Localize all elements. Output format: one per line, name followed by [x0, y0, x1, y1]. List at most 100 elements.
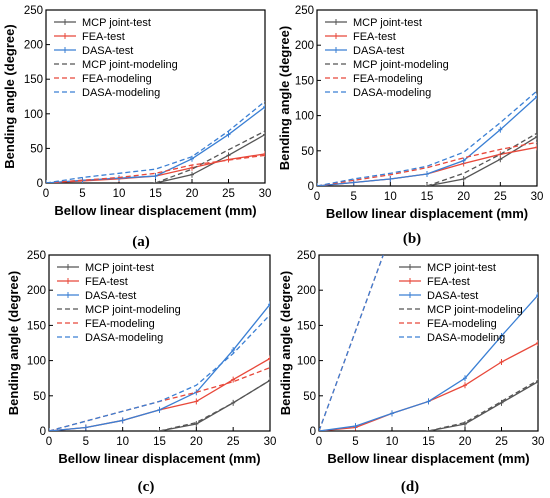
- y-tick-label: 250: [24, 5, 43, 17]
- legend-entry-2: FEA-test: [427, 276, 470, 288]
- series-line-1: [428, 381, 538, 431]
- panel-caption: (a): [132, 234, 150, 250]
- legend-entry-4: MCP joint-modeling: [427, 304, 523, 316]
- x-tick-label: 10: [386, 436, 399, 448]
- x-tick-label: 20: [457, 191, 470, 203]
- legend-entry-4: MCP joint-modeling: [82, 59, 178, 71]
- legend-entry-6: DASA-modeling: [427, 332, 505, 344]
- x-tick-label: 30: [531, 191, 544, 203]
- y-tick-label: 0: [308, 181, 314, 193]
- legend-entry-1: MCP joint-test: [427, 262, 496, 274]
- series-line-4: [159, 379, 270, 431]
- x-axis-label: Bellow linear displacement (mm): [58, 451, 260, 466]
- x-tick-label: 5: [350, 191, 356, 203]
- legend-entry-3: DASA-test: [427, 290, 478, 302]
- x-tick-label: 10: [113, 188, 126, 200]
- chart-panel-4: 0 5 10 15 20 25 30 0 50 100 150 200 250 Bellow linear…: [278, 250, 544, 495]
- series-line-2: [319, 342, 538, 431]
- x-tick-label: 5: [83, 436, 89, 448]
- legend: MCP joint-test FEA-test DASA-test MCP joint…: [399, 262, 523, 344]
- x-tick-label: 10: [384, 191, 397, 203]
- legend: MCP joint-test FEA-test DASA-test MCP joint…: [325, 17, 449, 99]
- panel-caption: (d): [401, 479, 419, 495]
- x-tick-label: 25: [222, 188, 235, 200]
- legend-entry-6: DASA-modeling: [353, 87, 431, 99]
- y-tick-label: 100: [297, 356, 316, 368]
- y-tick-label: 200: [297, 285, 316, 297]
- x-axis-label: Bellow linear displacement (mm): [54, 203, 256, 218]
- series-line-6: [46, 100, 265, 183]
- y-tick-label: 100: [24, 109, 43, 121]
- y-axis-label: Bending angle (degree): [2, 24, 17, 168]
- x-tick-label: 25: [227, 436, 240, 448]
- chart-panel-1: 0 5 10 15 20 25 30 0 50 100 150 200 250 Bellow linear…: [2, 5, 271, 250]
- panel-caption: (b): [403, 231, 421, 247]
- y-tick-label: 150: [27, 320, 46, 332]
- y-tick-label: 100: [295, 111, 314, 123]
- legend-entry-5: FEA-modeling: [427, 318, 497, 330]
- series-group: [319, 255, 538, 431]
- y-tick-label: 150: [295, 75, 314, 87]
- x-tick-label: 10: [116, 436, 129, 448]
- series-line-4: [155, 130, 265, 183]
- y-tick-label: 50: [30, 143, 43, 155]
- chart-panel-2: 0 5 10 15 20 25 30 0 50 100 150 200 250 Bellow linear…: [277, 5, 543, 247]
- series-group: [49, 301, 270, 431]
- x-tick-label: 30: [264, 436, 277, 448]
- series-group: [46, 100, 265, 183]
- series-line-1: [426, 136, 537, 186]
- y-tick-label: 250: [295, 5, 314, 17]
- y-tick-label: 150: [297, 320, 316, 332]
- x-tick-label: 15: [153, 436, 166, 448]
- series-group: [317, 90, 537, 186]
- legend-entry-1: MCP joint-test: [82, 17, 151, 29]
- legend-entry-3: DASA-test: [85, 290, 136, 302]
- legend-entry-3: DASA-test: [82, 45, 133, 57]
- x-axis-label: Bellow linear displacement (mm): [327, 451, 529, 466]
- legend-entry-6: DASA-modeling: [82, 87, 160, 99]
- x-tick-label: 5: [79, 188, 85, 200]
- legend-entry-4: MCP joint-modeling: [353, 59, 449, 71]
- legend-entry-2: FEA-test: [82, 31, 125, 43]
- series-line-2: [49, 357, 270, 431]
- legend-entry-5: FEA-modeling: [85, 318, 155, 330]
- legend-entry-3: DASA-test: [353, 45, 404, 57]
- series-line-5: [46, 154, 265, 183]
- y-tick-label: 150: [24, 74, 43, 86]
- series-line-4: [426, 132, 537, 186]
- series-line-6: [49, 314, 270, 431]
- x-tick-label: 20: [186, 188, 199, 200]
- legend-entry-4: MCP joint-modeling: [85, 304, 181, 316]
- x-tick-label: 20: [190, 436, 203, 448]
- legend-entry-2: FEA-test: [85, 276, 128, 288]
- x-axis-label: Bellow linear displacement (mm): [326, 206, 528, 221]
- y-tick-label: 200: [295, 40, 314, 52]
- y-axis-label: Bending angle (degree): [6, 271, 21, 415]
- x-tick-label: 15: [422, 436, 435, 448]
- y-tick-label: 200: [24, 40, 43, 52]
- x-tick-label: 20: [459, 436, 472, 448]
- series-line-6: [319, 255, 384, 431]
- y-tick-label: 200: [27, 285, 46, 297]
- legend-entry-5: FEA-modeling: [353, 73, 423, 85]
- series-line-1: [155, 133, 265, 183]
- chart-panel-3: 0 5 10 15 20 25 30 0 50 100 150 200 250 Bellow linear…: [6, 250, 276, 495]
- x-tick-label: 0: [314, 191, 320, 203]
- series-line-4: [428, 379, 538, 431]
- x-tick-label: 25: [494, 191, 507, 203]
- y-tick-label: 50: [301, 146, 314, 158]
- series-line-3: [46, 106, 265, 183]
- y-axis-label: Bending angle (degree): [278, 271, 293, 415]
- y-tick-label: 100: [27, 356, 46, 368]
- legend-entry-1: MCP joint-test: [353, 17, 422, 29]
- legend-entry-1: MCP joint-test: [85, 262, 154, 274]
- y-tick-label: 250: [297, 250, 316, 262]
- x-tick-label: 15: [149, 188, 162, 200]
- x-tick-label: 15: [421, 191, 434, 203]
- legend-entry-5: FEA-modeling: [82, 73, 152, 85]
- x-tick-label: 30: [259, 188, 272, 200]
- x-tick-label: 30: [532, 436, 545, 448]
- x-tick-label: 0: [43, 188, 49, 200]
- legend: MCP joint-test FEA-test DASA-test MCP joint…: [54, 17, 178, 99]
